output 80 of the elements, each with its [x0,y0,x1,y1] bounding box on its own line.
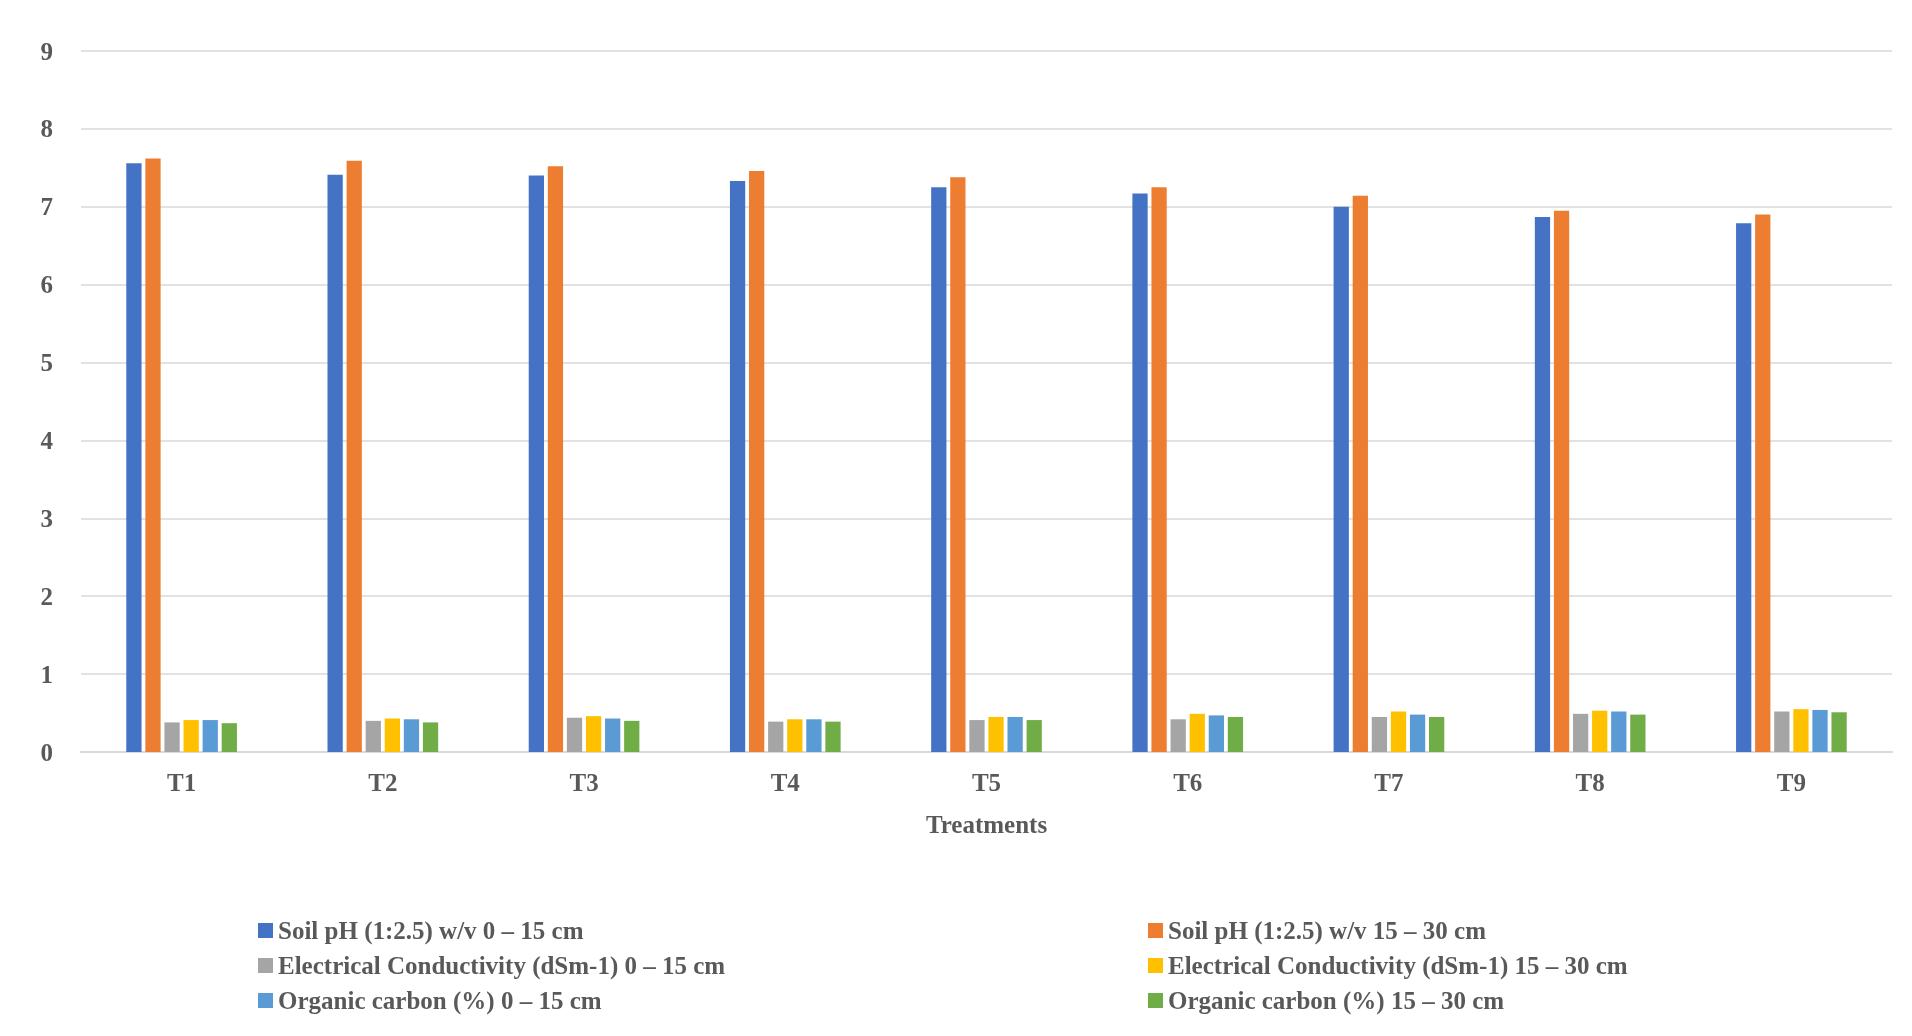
bar [605,718,621,752]
bar [145,158,161,752]
bar [1534,216,1551,752]
y-tick-label: 1 [40,660,53,688]
y-tick-label: 2 [40,582,53,610]
bar [1333,206,1349,752]
y-tick-label: 9 [40,37,53,65]
x-axis-title: Treatments [925,811,1048,838]
bar [1793,709,1809,752]
bar [1390,711,1407,752]
x-tick-label: T2 [368,769,398,796]
bar [164,722,180,752]
y-tick-label: 7 [40,193,53,221]
bar [624,720,640,752]
bar [1611,711,1627,752]
bar [1026,720,1042,752]
y-tick-label: 6 [40,271,53,299]
bar [365,720,381,752]
bar [1831,712,1847,752]
y-tick-label: 5 [40,349,53,377]
x-tick-label: T4 [770,769,801,796]
y-tick-label: 3 [40,504,53,532]
bar [1553,210,1570,752]
bar [1409,714,1426,752]
bar [787,719,803,752]
bar [1812,709,1828,752]
bar [1170,719,1186,752]
legend-label: Organic carbon (%) 15 – 30 cm [1168,987,1505,1015]
bar [950,177,966,752]
bar [988,716,1004,752]
bar [221,723,237,752]
bar [768,721,784,752]
bar [528,175,544,752]
bar [1429,716,1445,752]
bar [1755,214,1771,752]
bar [1151,187,1167,752]
bar [969,720,985,752]
bar [346,160,362,752]
bar [729,181,746,752]
bar [1736,223,1752,752]
x-tick-label: T6 [1173,769,1203,796]
x-tick-label: T1 [167,769,197,796]
bar [1007,716,1023,752]
legend-label: Soil pH (1:2.5) w/v 0 – 15 cm [278,917,584,945]
bar [825,721,841,752]
x-tick-label: T9 [1776,769,1806,796]
bar [1227,716,1244,752]
bar [1572,713,1589,752]
bar [1371,716,1388,752]
bar [806,719,822,752]
x-tick-label: T7 [1374,769,1404,796]
bar [1774,711,1790,752]
bar [384,718,401,752]
bar [202,720,218,752]
bar [1132,193,1148,752]
bar [422,722,439,752]
x-tick-label: T3 [569,769,599,796]
bar [1592,710,1608,752]
bar [1208,715,1224,752]
bar [1630,714,1646,752]
legend-label: Soil pH (1:2.5) w/v 15 – 30 cm [1168,917,1487,945]
x-tick-label: T5 [971,769,1002,796]
bar [1352,195,1368,752]
y-tick-label: 4 [40,426,54,454]
bar [327,174,343,752]
bar [183,720,199,752]
bar [547,166,564,752]
bar [931,187,947,752]
x-tick-label: T8 [1575,769,1605,796]
bar [403,719,420,752]
y-tick-label: 8 [40,115,53,143]
bar [749,170,765,752]
legend-label: Electrical Conductivity (dSm-1) 0 – 15 cm [278,952,726,980]
bar [566,717,583,752]
legend-label: Electrical Conductivity (dSm-1) 15 – 30 cm [1168,952,1628,980]
bar [585,716,602,752]
bar [1189,713,1205,752]
bar [126,163,142,752]
legend-label: Organic carbon (%) 0 – 15 cm [278,987,602,1015]
y-tick-label: 0 [40,738,53,766]
